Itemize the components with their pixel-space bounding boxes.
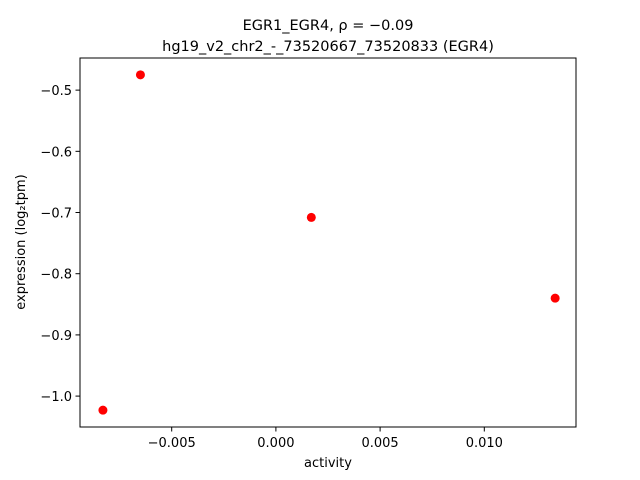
chart-title-line-2: hg19_v2_chr2_-_73520667_73520833 (EGR4): [162, 39, 494, 55]
chart-title-line-1: EGR1_EGR4, ρ = −0.09: [243, 18, 414, 34]
y-tick-label: −0.5: [40, 84, 72, 99]
y-tick-label: −0.8: [40, 268, 72, 283]
y-tick-label: −1.0: [40, 390, 72, 405]
y-axis-label: expression (log₂tpm): [14, 174, 29, 309]
scatter-point: [135, 70, 145, 80]
y-tick-label: −0.9: [40, 329, 72, 344]
x-tick-label: 0.000: [257, 436, 294, 451]
x-axis-label: activity: [304, 456, 352, 471]
scatter-point: [550, 293, 560, 303]
axes-frame: [79, 57, 577, 428]
x-tick-label: −0.005: [148, 436, 196, 451]
y-tick-label: −0.6: [40, 145, 72, 160]
scatter-point: [306, 212, 316, 222]
plot-area: −0.005 0.000 0.005 0.010 −0.5 −0.6 −0.7 −0.8 −0.…: [40, 70, 560, 451]
y-tick-label: −0.7: [40, 207, 72, 222]
x-tick-label: 0.005: [361, 436, 398, 451]
scatter-point: [98, 405, 108, 415]
x-tick-label: 0.010: [466, 436, 503, 451]
